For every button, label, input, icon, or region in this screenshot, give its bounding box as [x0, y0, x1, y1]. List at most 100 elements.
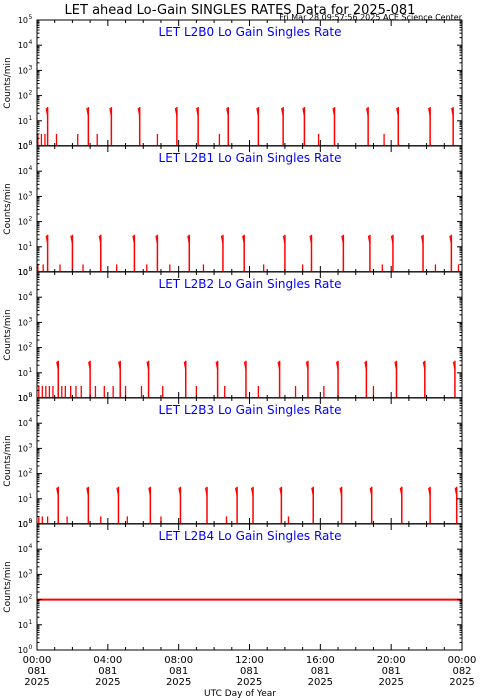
y-tick-label: 10 — [18, 570, 28, 579]
y-tick-label: 10 — [18, 520, 28, 529]
x-tick-year: 2025 — [308, 677, 333, 688]
spike-decay-mark — [45, 235, 49, 244]
x-tick-time: 00:00 — [448, 655, 477, 666]
spike-decay-mark — [332, 107, 336, 117]
x-tick-time: 12:00 — [235, 655, 264, 666]
spike-decay-mark — [335, 361, 339, 370]
panel-title: LET L2B2 Lo Gain Singles Rate — [159, 277, 342, 291]
y-tick-exponent: 3 — [29, 568, 33, 575]
y-tick-exponent: 5 — [29, 392, 33, 399]
y-tick-label: 10 — [18, 470, 28, 479]
spike-decay-mark — [118, 361, 121, 370]
spike-decay-mark — [220, 235, 224, 244]
x-tick-year: 2025 — [378, 677, 403, 688]
y-tick-exponent: 4 — [29, 39, 33, 46]
spike-decay-mark — [367, 235, 371, 244]
y-tick-label: 10 — [18, 293, 28, 302]
spike-decay-mark — [311, 487, 314, 496]
spike-decay-mark — [116, 487, 120, 496]
y-tick-exponent: 2 — [29, 90, 33, 97]
y-tick-label: 10 — [18, 369, 28, 378]
x-tick-year: 2025 — [237, 677, 262, 688]
spike-decay-mark — [215, 361, 219, 370]
spike-decay-mark — [148, 487, 151, 496]
y-tick-exponent: 0 — [29, 266, 33, 273]
x-tick-year: 2025 — [95, 677, 120, 688]
spike-decay-mark — [428, 107, 431, 117]
spike-decay-mark — [341, 235, 344, 244]
panel-title: LET L2B4 Lo Gain Singles Rate — [159, 529, 342, 543]
x-tick-time: 04:00 — [93, 655, 122, 666]
x-tick-day: 081 — [98, 666, 117, 677]
spike-decay-mark — [183, 361, 187, 370]
y-tick-exponent: 3 — [29, 316, 33, 323]
spike-decay-mark — [279, 487, 282, 496]
y-tick-label: 10 — [18, 318, 28, 327]
spike-decay-mark — [394, 361, 398, 370]
y-tick-exponent: 3 — [29, 64, 33, 71]
y-tick-label: 10 — [18, 495, 28, 504]
y-tick-exponent: 1 — [29, 493, 33, 500]
panel-title: LET L2B1 Lo Gain Singles Rate — [159, 151, 342, 165]
y-tick-exponent: 0 — [29, 140, 33, 147]
y-tick-label: 10 — [18, 41, 28, 50]
y-axis-label: Counts/min — [3, 309, 13, 360]
y-tick-exponent: 1 — [29, 241, 33, 248]
y-tick-exponent: 2 — [29, 216, 33, 223]
panel-title: LET L2B3 Lo Gain Singles Rate — [159, 403, 342, 417]
panel-title: LET L2B0 Lo Gain Singles Rate — [159, 25, 342, 39]
spike-decay-mark — [309, 235, 313, 244]
y-tick-exponent: 1 — [29, 115, 33, 122]
x-tick-time: 08:00 — [164, 655, 193, 666]
spike-decay-mark — [364, 361, 367, 370]
spike-decay-mark — [302, 107, 305, 117]
spike-decay-mark — [174, 107, 178, 117]
spike-decay-mark — [366, 107, 369, 117]
spike-decay-mark — [449, 235, 452, 244]
y-tick-label: 10 — [18, 192, 28, 201]
y-tick-exponent: 5 — [29, 266, 33, 273]
y-tick-label: 10 — [18, 394, 28, 403]
spike-decay-mark — [282, 235, 286, 244]
spike-decay-mark — [226, 107, 229, 117]
y-tick-label: 10 — [18, 142, 28, 151]
spike-decay-mark — [109, 107, 112, 117]
y-tick-exponent: 5 — [29, 140, 33, 147]
spike-decay-mark — [196, 107, 199, 117]
spike-decay-mark — [88, 361, 91, 370]
y-tick-exponent: 4 — [29, 543, 33, 550]
spike-decay-mark — [137, 107, 141, 117]
y-tick-label: 10 — [18, 419, 28, 428]
y-tick-exponent: 1 — [29, 619, 33, 626]
x-tick-day: 081 — [240, 666, 259, 677]
y-tick-label: 10 — [18, 545, 28, 554]
y-axis-label: Counts/min — [3, 57, 13, 108]
spike-decay-mark — [242, 235, 245, 244]
x-tick-day: 081 — [382, 666, 401, 677]
y-tick-label: 10 — [18, 520, 28, 529]
y-tick-exponent: 0 — [29, 392, 33, 399]
x-tick-day: 081 — [169, 666, 188, 677]
spike-decay-mark — [422, 361, 426, 370]
x-tick-time: 00:00 — [23, 655, 52, 666]
y-tick-exponent: 4 — [29, 165, 33, 172]
x-axis-label: UTC Day of Year — [204, 689, 276, 699]
spike-decay-mark — [281, 107, 284, 117]
spike-decay-mark — [390, 235, 394, 244]
y-tick-exponent: 4 — [29, 417, 33, 424]
y-axis-label: Counts/min — [3, 183, 13, 234]
spike-decay-mark — [235, 487, 238, 496]
spike-decay-mark — [277, 361, 281, 370]
spike-decay-mark — [146, 361, 150, 370]
spike-decay-mark — [155, 235, 159, 244]
x-tick-day: 081 — [311, 666, 330, 677]
x-tick-year: 2025 — [449, 677, 474, 688]
y-tick-exponent: 3 — [29, 190, 33, 197]
spike-decay-mark — [256, 107, 259, 117]
x-tick-year: 2025 — [24, 677, 49, 688]
x-tick-labels: 00:00081202504:00081202508:00081202512:0… — [23, 655, 477, 688]
